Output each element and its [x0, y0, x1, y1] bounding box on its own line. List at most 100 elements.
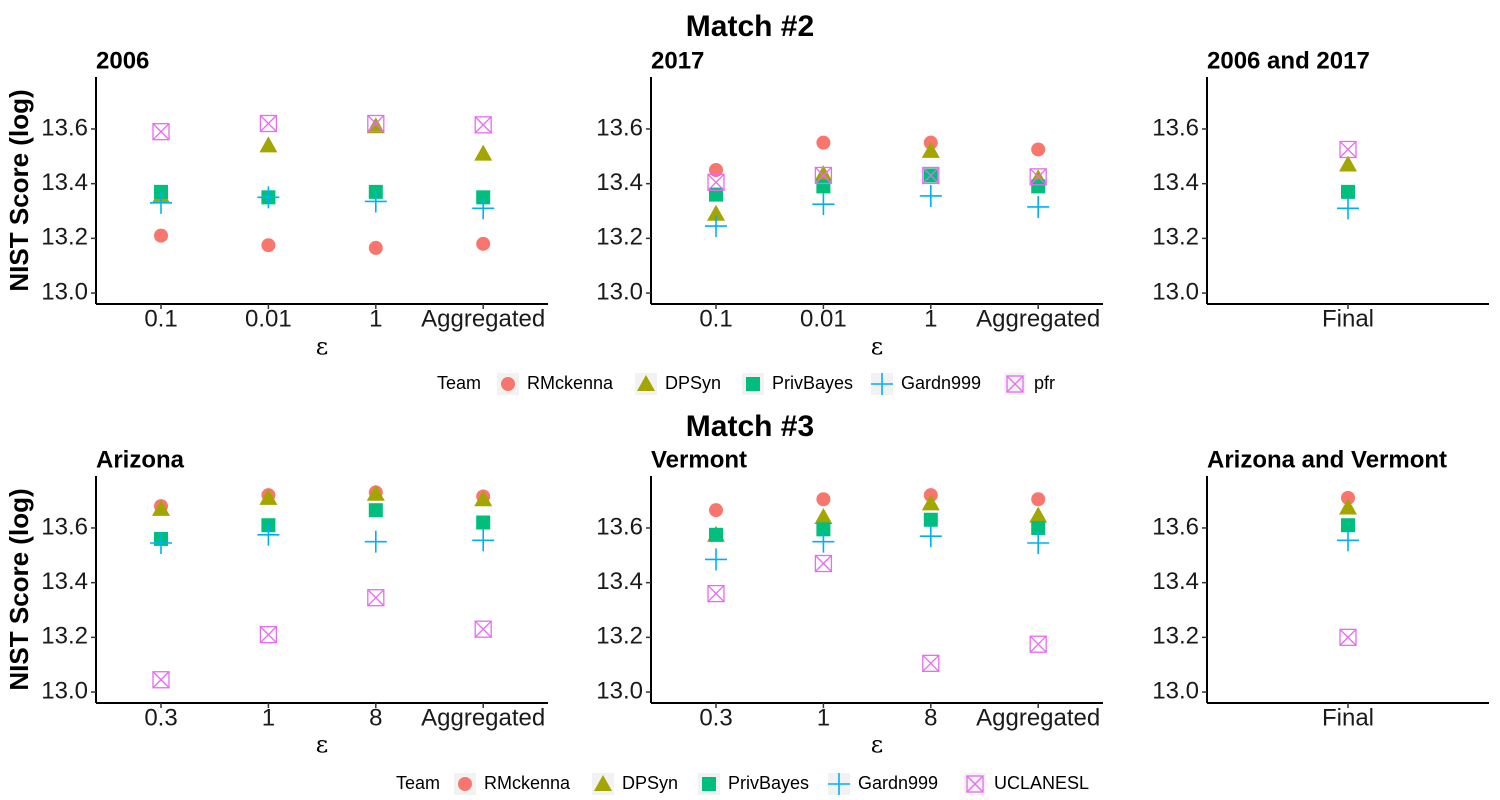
point-uclanesl	[922, 654, 940, 672]
point-gardn999	[472, 197, 495, 220]
panel-m2-1: 2017 13.0 13.2 13.4 13.6 0.1 0.01 1 Aggregated ε	[596, 47, 1103, 361]
point-privbayes	[476, 515, 491, 530]
point-dpsyn	[921, 141, 940, 158]
point-privbayes	[1341, 518, 1355, 533]
x-tick-label: 0.01	[800, 305, 847, 332]
point-gardn999	[257, 186, 280, 209]
legend-key-pfr	[1006, 375, 1024, 393]
legend-key-uclanesl	[966, 775, 984, 793]
point-gardn999	[1027, 195, 1050, 218]
y-tick-label: 13.4	[1152, 169, 1199, 196]
legend-key-privbayes	[702, 777, 716, 791]
point-gardn999	[919, 184, 942, 207]
y-tick-label: 13.0	[41, 278, 88, 305]
y-tick-label: 13.0	[1152, 278, 1199, 305]
point-privbayes	[1341, 184, 1355, 199]
point-rmckenna	[709, 162, 723, 177]
x-tick-label: 1	[369, 305, 382, 332]
legend-key-gardn999	[828, 773, 850, 795]
legend-label: RMckenna	[484, 773, 571, 793]
y-tick-label: 13.4	[596, 169, 643, 196]
match-title: Match #3	[686, 410, 814, 443]
y-axis-label: NIST Score (log)	[4, 89, 34, 291]
y-tick-label: 13.6	[1152, 114, 1199, 141]
y-tick-label: 13.0	[41, 677, 88, 704]
panel-m3-0: Arizona 13.0 13.2 13.4 13.6 0.3 1 8 Aggregated ε	[41, 446, 548, 759]
point-gardn999	[705, 548, 727, 571]
panel-title: 2006	[96, 47, 149, 74]
legend-m2: Team RMckenna DPSyn PrivBayes Gardn999 pfr	[437, 373, 1055, 395]
x-tick-label: Final	[1322, 305, 1374, 332]
point-pfr	[922, 166, 940, 185]
legend-label: RMckenna	[527, 373, 614, 393]
y-tick-label: 13.2	[41, 224, 88, 251]
point-gardn999	[472, 529, 495, 552]
point-gardn999	[150, 191, 172, 214]
point-uclanesl	[1339, 628, 1357, 647]
point-rmckenna	[816, 492, 831, 507]
legend-key-dpsyn	[637, 375, 655, 391]
point-gardn999	[364, 530, 387, 553]
point-dpsyn	[152, 499, 170, 516]
point-privbayes	[1031, 520, 1046, 535]
legend-key-dpsyn	[594, 775, 612, 791]
point-rmckenna	[261, 238, 276, 253]
point-uclanesl	[707, 584, 725, 603]
point-privbayes	[709, 187, 723, 202]
point-dpsyn	[1339, 498, 1357, 515]
point-pfr	[259, 114, 278, 133]
point-gardn999	[1027, 532, 1050, 555]
point-privbayes	[368, 503, 383, 518]
point-gardn999	[1337, 529, 1359, 552]
point-gardn999	[705, 215, 727, 238]
point-privbayes	[816, 522, 831, 537]
x-tick-label: 8	[924, 704, 937, 731]
point-pfr	[152, 123, 170, 141]
x-tick-label: 0.1	[144, 305, 177, 332]
point-uclanesl	[1029, 635, 1047, 653]
x-tick-label: 0.3	[699, 704, 732, 731]
y-tick-label: 13.6	[1152, 513, 1199, 540]
y-tick-label: 13.2	[1152, 224, 1199, 251]
point-dpsyn	[259, 488, 278, 505]
panel-m3-2: Arizona and Vermont 13.0 13.2 13.4 13.6 Final	[1152, 446, 1489, 731]
x-tick-label: Aggregated	[421, 305, 545, 332]
point-pfr	[1029, 168, 1047, 186]
panel-m3-1: Vermont 13.0 13.2 13.4 13.6 0.3 1 8 Aggregated ε	[596, 446, 1103, 759]
panel-title: Vermont	[651, 446, 747, 473]
point-privbayes	[816, 179, 831, 194]
x-axis-title: ε	[316, 333, 328, 361]
x-axis-title: ε	[871, 731, 883, 759]
x-tick-label: Aggregated	[976, 305, 1100, 332]
y-tick-label: 13.2	[41, 623, 88, 650]
point-dpsyn	[474, 490, 493, 507]
x-tick-label: 0.1	[699, 305, 732, 332]
point-dpsyn	[366, 117, 385, 134]
panel-m2-0: 2006 13.0 13.2 13.4 13.6 0.1 0.01 1 Aggregated ε	[41, 47, 548, 361]
x-axis-title: ε	[871, 333, 883, 361]
y-tick-label: 13.2	[596, 623, 643, 650]
point-dpsyn	[814, 165, 833, 182]
point-privbayes	[923, 512, 938, 527]
point-dpsyn	[707, 204, 725, 221]
point-pfr	[707, 173, 725, 191]
point-rmckenna	[1031, 142, 1046, 157]
x-tick-label: 1	[924, 305, 937, 332]
legend-label: Gardn999	[858, 773, 938, 793]
panel-title: 2017	[651, 47, 704, 74]
point-uclanesl	[367, 589, 385, 607]
y-tick-label: 13.2	[596, 224, 643, 251]
legend-key-gardn999	[871, 373, 893, 395]
x-tick-label: Aggregated	[976, 704, 1100, 731]
legend-title: Team	[396, 773, 440, 793]
legend-label: PrivBayes	[772, 373, 853, 393]
y-tick-label: 13.2	[1152, 623, 1199, 650]
x-tick-label: 0.01	[245, 305, 292, 332]
legend-label: pfr	[1034, 373, 1055, 393]
point-dpsyn	[814, 508, 833, 525]
legend-title: Team	[437, 373, 481, 393]
point-uclanesl	[152, 671, 170, 689]
point-pfr	[1339, 140, 1357, 159]
y-tick-label: 13.4	[41, 169, 88, 196]
